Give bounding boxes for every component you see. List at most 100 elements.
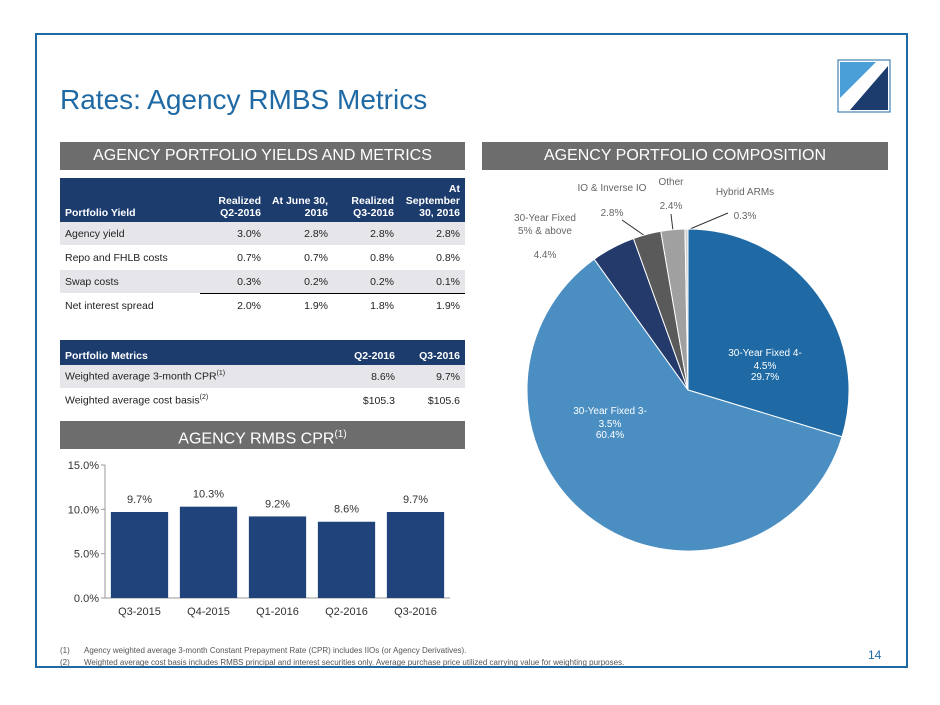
table-row: Weighted average 3-month CPR(1) 8.6% 9.7% <box>60 365 465 389</box>
cell-value: 2.8% <box>266 222 333 246</box>
column-header: At June 30, 2016 <box>266 178 333 222</box>
row-label: Repo and FHLB costs <box>60 245 200 270</box>
cell-value: 2.0% <box>200 293 266 318</box>
section-heading: AGENCY PORTFOLIO YIELDS AND METRICS <box>60 142 465 170</box>
leader-line <box>621 219 646 237</box>
table-header: Portfolio Metrics Q2-2016 Q3-2016 <box>60 340 465 365</box>
slice-label: 30-Year Fixed 4-4.5% <box>728 348 802 372</box>
footnote-marker: (2) <box>60 658 70 667</box>
x-tick-label: Q1-2016 <box>256 606 299 618</box>
logo <box>837 59 891 113</box>
bar <box>110 511 169 598</box>
row-label-text: Weighted average cost basis <box>65 394 200 407</box>
value-label: 29.7% <box>750 372 780 383</box>
bar <box>386 511 445 598</box>
x-tick-label: Q4-2015 <box>187 606 230 618</box>
x-tick-label: Q2-2016 <box>325 606 368 618</box>
table-row: Repo and FHLB costs 0.7% 0.7% 0.8% 0.8% <box>60 245 465 270</box>
cell-value: 0.7% <box>200 245 266 270</box>
column-header: Realized Q3-2016 <box>333 178 399 222</box>
cell-value: 2.8% <box>333 222 399 246</box>
column-header: Q3-2016 <box>400 340 465 365</box>
cell-value: 1.8% <box>333 293 399 318</box>
cell-value: 0.7% <box>266 245 333 270</box>
table-header: Portfolio Yield Realized Q2-2016 At June 3… <box>60 178 465 222</box>
row-label: Net interest spread <box>60 293 200 318</box>
value-label: 2.8% <box>600 208 624 219</box>
cell-value: 1.9% <box>399 293 465 318</box>
metrics-table: Portfolio Metrics Q2-2016 Q3-2016 Weighted… <box>60 340 465 413</box>
y-tick-label: 10.0% <box>68 504 99 516</box>
x-tick-label: Q3-2016 <box>394 606 437 618</box>
slice-label: Hybrid ARMs <box>715 187 775 198</box>
table-row: Agency yield 3.0% 2.8% 2.8% 2.8% <box>60 222 465 246</box>
pie-slice <box>526 258 843 552</box>
value-label: 2.4% <box>659 201 683 212</box>
x-tick-label: Q3-2015 <box>118 606 161 618</box>
row-label-note: (2) <box>199 394 209 402</box>
cell-value: 2.8% <box>399 222 465 246</box>
frame <box>35 33 908 668</box>
row-label: Weighted average cost basis(2) <box>60 388 335 413</box>
cell-value: 0.8% <box>333 245 399 270</box>
leader-line <box>670 213 674 232</box>
row-label-text: Weighted average 3-month CPR <box>65 370 217 383</box>
value-label: 9.2% <box>265 498 290 510</box>
cell-value: 0.2% <box>266 269 333 294</box>
cell-value: 0.2% <box>333 269 399 294</box>
leader-line <box>689 212 729 230</box>
pie-slice <box>687 228 850 438</box>
cell-value: 3.0% <box>200 222 266 246</box>
bar <box>179 506 238 598</box>
pie-slice <box>684 228 689 391</box>
column-header: Q2-2016 <box>335 340 400 365</box>
footnote-text: Agency weighted average 3-month Constant… <box>84 646 467 655</box>
table-row: Weighted average cost basis(2) $105.3 $105… <box>60 388 465 413</box>
column-header: At September 30, 2016 <box>399 178 465 222</box>
footnote-text: Weighted average cost basis includes RMB… <box>84 658 625 667</box>
chart-heading: AGENCY RMBS CPR(1) <box>60 421 465 449</box>
y-tick-label: 0.0% <box>74 593 99 605</box>
slice-label: 30-Year Fixed 5% & above <box>514 213 576 237</box>
cell-value: 1.9% <box>266 293 333 318</box>
y-tick-label: 15.0% <box>68 460 99 472</box>
yield-table: Portfolio Yield Realized Q2-2016 At June 3… <box>60 178 465 318</box>
value-label: 60.4% <box>595 430 625 441</box>
bar <box>248 516 307 598</box>
cell-value: $105.3 <box>335 388 400 413</box>
row-label: Weighted average 3-month CPR(1) <box>60 365 335 389</box>
chart-title: AGENCY RMBS CPR <box>178 430 335 448</box>
table-row: Net interest spread 2.0% 1.9% 1.8% 1.9% <box>60 293 465 318</box>
row-label: Agency yield <box>60 222 200 246</box>
value-label: 8.6% <box>334 504 359 516</box>
chart-title-note: (1) <box>334 429 347 440</box>
cell-value: 0.8% <box>399 245 465 270</box>
slice-label: 30-Year Fixed 3-3.5% <box>573 406 647 430</box>
page-number: 14 <box>868 648 882 662</box>
section-heading: AGENCY PORTFOLIO COMPOSITION <box>482 142 888 170</box>
y-tick-label: 5.0% <box>74 549 99 561</box>
footnote-marker: (1) <box>60 646 70 655</box>
value-label: 9.7% <box>403 494 428 506</box>
cell-value: $105.6 <box>400 388 465 413</box>
cell-value: 9.7% <box>400 365 465 389</box>
column-header: Portfolio Yield <box>60 178 200 222</box>
value-label: 10.3% <box>193 489 224 501</box>
column-header: Realized Q2-2016 <box>200 178 266 222</box>
bar <box>317 521 376 598</box>
slice-label: Other <box>658 177 684 188</box>
value-label: 9.7% <box>127 494 152 506</box>
slice-label: IO & Inverse IO <box>577 183 647 194</box>
column-header: Portfolio Metrics <box>60 340 335 365</box>
row-label: Swap costs <box>60 269 200 294</box>
row-label-note: (1) <box>216 370 226 378</box>
cell-value: 0.1% <box>399 269 465 294</box>
cell-value: 8.6% <box>335 365 400 389</box>
table-row: Swap costs 0.3% 0.2% 0.2% 0.1% <box>60 269 465 294</box>
value-label: 0.3% <box>733 211 757 222</box>
page-title: Rates: Agency RMBS Metrics <box>60 84 428 115</box>
value-label: 4.4% <box>533 250 557 261</box>
cell-value: 0.3% <box>200 269 266 294</box>
